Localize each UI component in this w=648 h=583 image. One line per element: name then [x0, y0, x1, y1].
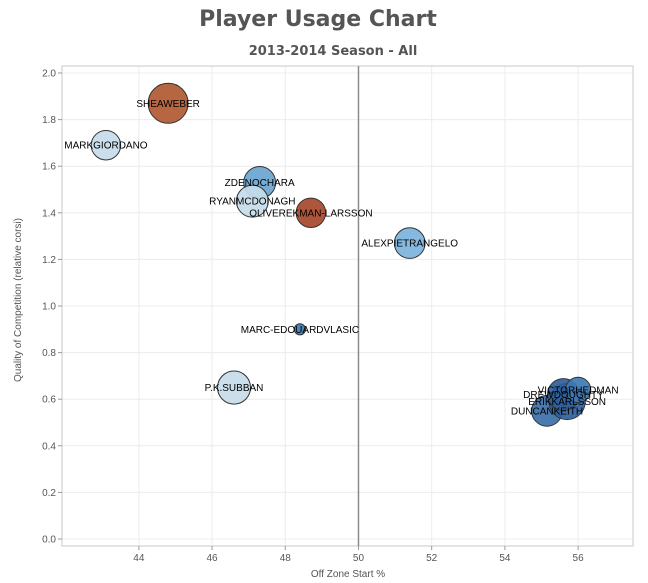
point [147, 82, 189, 124]
y-axis-ticks: 0.0 0.2 0.4 0.6 0.8 1.0 1.2 1.4 1.6 1.8 2.0 [42, 68, 62, 546]
x-tick-label: 50 [353, 553, 365, 564]
y-tick-label: 1.4 [42, 208, 56, 219]
point-label: MARKGIORDANO [64, 141, 148, 152]
point-label: VICTORHEDMAN [538, 385, 619, 396]
point [564, 376, 592, 404]
x-tick-label: 52 [426, 553, 438, 564]
y-tick-label: 1.8 [42, 115, 56, 126]
point-label: ERIKKARLSSON [528, 397, 606, 408]
x-tick-label: 54 [499, 553, 511, 564]
point [295, 197, 327, 229]
point [90, 129, 122, 161]
point-label: MARC-EDOUARDVLASIC [241, 325, 359, 336]
point [293, 323, 307, 336]
y-tick-label: 0.4 [42, 441, 56, 452]
x-tick-label: 56 [573, 553, 585, 564]
point-labels: SHEAWEBER MARKGIORDANO ZDENOCHARA RYANMCDON… [64, 99, 618, 418]
point [393, 227, 426, 259]
point-label: DREWDOUGHTY [523, 390, 604, 401]
y-tick-label: 0.8 [42, 348, 56, 359]
x-tick-label: 48 [280, 553, 292, 564]
point [235, 184, 269, 218]
x-tick-label: 46 [207, 553, 219, 564]
y-tick-label: 0.0 [42, 535, 56, 546]
grid [62, 66, 633, 546]
y-tick-label: 1.0 [42, 302, 56, 313]
y-tick-label: 2.0 [42, 68, 56, 79]
chart-title: Player Usage Chart [199, 7, 437, 32]
y-tick-label: 0.6 [42, 395, 56, 406]
point-label: SHEAWEBER [136, 99, 200, 110]
point-label: OLIVEREKMAN-LARSSON [249, 208, 372, 219]
x-axis-label: Off Zone Start % [311, 569, 385, 580]
data-points [90, 82, 592, 427]
y-axis-label: Quality of Competition (relative corsi) [13, 218, 24, 382]
y-tick-label: 1.6 [42, 162, 56, 173]
x-tick-label: 44 [133, 553, 145, 564]
point-label: RYANMCDONAGH [209, 197, 295, 208]
chart-subtitle: 2013-2014 Season - All [249, 44, 418, 59]
x-axis-ticks: 44 46 48 50 52 54 56 [133, 546, 584, 564]
point [217, 370, 252, 405]
y-tick-label: 1.2 [42, 255, 56, 266]
point-label: ZDENOCHARA [225, 178, 295, 189]
point-label: ALEXPIETRANGELO [361, 239, 458, 250]
point-label: DUNCANKEITH [511, 406, 583, 417]
y-tick-label: 0.2 [42, 488, 56, 499]
point-label: P.K.SUBBAN [205, 383, 264, 394]
